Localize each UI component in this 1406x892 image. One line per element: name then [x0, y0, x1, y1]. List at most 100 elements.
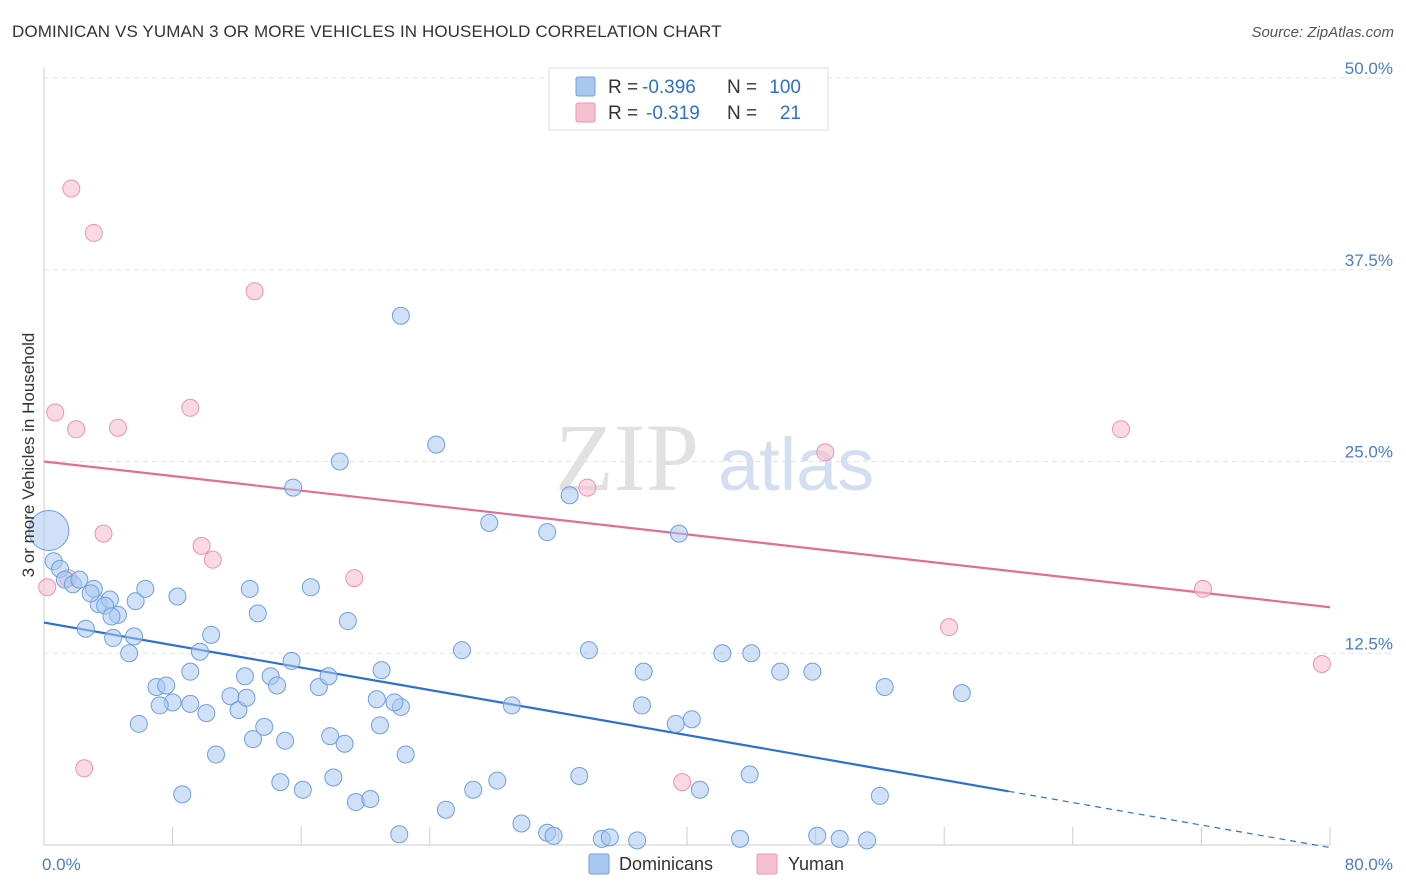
- dominicans-point: [690, 780, 709, 799]
- dominicans-point: [666, 714, 685, 733]
- dominicans-point: [126, 592, 145, 611]
- y-tick-label: 25.0%: [1345, 443, 1393, 462]
- dominicans-point: [452, 641, 471, 660]
- yuman-point: [1194, 579, 1213, 598]
- dominicans-point: [70, 570, 89, 589]
- legend-r-value-1: -0.396: [642, 77, 696, 98]
- legend-swatch-dominicans: [575, 76, 596, 97]
- dominicans-point: [255, 717, 274, 736]
- dominicans-point: [391, 306, 410, 325]
- dominicans-point: [742, 644, 761, 663]
- dominicans-point: [301, 578, 320, 597]
- legend-r-label-2: R =: [608, 103, 638, 124]
- dominicans-point: [361, 789, 380, 808]
- dominicans-point: [512, 814, 531, 833]
- dominicans-point: [390, 825, 409, 844]
- dominicans-point: [858, 831, 877, 850]
- dominicans-point: [235, 667, 254, 686]
- dominicans-point: [628, 831, 647, 850]
- yuman-point: [38, 578, 57, 597]
- dominicans-point: [330, 452, 349, 471]
- dominicans-point: [120, 644, 139, 663]
- data-points: [28, 179, 1331, 850]
- dominicans-point: [237, 688, 256, 707]
- dominicans-point: [502, 696, 521, 715]
- dominicans-point: [173, 785, 192, 804]
- dominicans-point: [632, 696, 651, 715]
- dominicans-point: [284, 478, 303, 497]
- yuman-point: [108, 418, 127, 437]
- dominicans-trend-extension: [1008, 790, 1331, 849]
- dominicans-point: [570, 766, 589, 785]
- dominicans-point: [104, 628, 123, 647]
- x-tick-label: 0.0%: [42, 855, 81, 874]
- dominicans-point: [579, 641, 598, 660]
- legend-n-value-1: 100: [769, 77, 801, 98]
- dominicans-point: [136, 579, 155, 598]
- gridlines: [44, 77, 1390, 654]
- legend-box: R = -0.396 N = 100 R = -0.319 N = 21: [548, 67, 829, 131]
- yuman-point: [46, 403, 65, 422]
- dominicans-point: [385, 693, 404, 712]
- dominicans-point: [282, 651, 301, 670]
- dominicans-point: [480, 513, 499, 532]
- dominicans-point: [740, 765, 759, 784]
- dominicans-point: [321, 727, 340, 746]
- dominicans-point: [669, 524, 688, 543]
- yuman-point: [181, 398, 200, 417]
- chart-source: Source: ZipAtlas.com: [1251, 24, 1394, 41]
- bottom-legend-swatch-yuman: [756, 853, 778, 875]
- dominicans-point: [202, 625, 221, 644]
- yuman-point: [94, 524, 113, 543]
- yuman-point: [1112, 420, 1131, 439]
- yuman-point: [67, 420, 86, 439]
- legend-r-value-2: -0.319: [646, 103, 700, 124]
- dominicans-point: [190, 642, 209, 661]
- bottom-legend: Dominicans Yuman: [588, 853, 844, 875]
- dominicans-point: [771, 662, 790, 681]
- legend-swatch-yuman: [575, 102, 596, 123]
- legend-n-label-2: N =: [727, 103, 757, 124]
- dominicans-point: [102, 607, 121, 626]
- yuman-point: [84, 223, 103, 242]
- dominicans-point: [538, 523, 557, 542]
- dominicans-point: [731, 829, 750, 848]
- dominicans-point: [319, 667, 338, 686]
- dominicans-point: [293, 780, 312, 799]
- yuman-point: [1312, 654, 1331, 673]
- bottom-legend-yuman: Yuman: [788, 854, 844, 874]
- tick-labels: 12.5% 25.0% 37.5% 50.0% 0.0% 80.0%: [42, 59, 1393, 874]
- yuman-point: [62, 179, 81, 198]
- dominicans-point: [324, 768, 343, 787]
- dominicans-point: [338, 612, 357, 631]
- dominicans-point: [600, 828, 619, 847]
- dominicans-point: [436, 800, 455, 819]
- dominicans-point: [372, 661, 391, 680]
- dominicans-point: [488, 771, 507, 790]
- chart-title: DOMINICAN VS YUMAN 3 OR MORE VEHICLES IN…: [12, 22, 722, 41]
- dominicans-point: [370, 716, 389, 735]
- dominicans-point: [830, 829, 849, 848]
- yuman-point: [75, 759, 94, 778]
- dominicans-point: [803, 662, 822, 681]
- dominicans-point: [875, 677, 894, 696]
- y-axis-label: 3 or more Vehicles in Household: [19, 333, 38, 578]
- dominicans-point: [197, 704, 216, 723]
- dominicans-point: [335, 734, 354, 753]
- dominicans-point: [634, 662, 653, 681]
- dominicans-point: [560, 486, 579, 505]
- dominicans-point: [808, 826, 827, 845]
- dominicans-point: [129, 714, 148, 733]
- dominicans-point: [157, 676, 176, 695]
- dominicans-point: [248, 604, 267, 623]
- watermark: ZIP atlas: [555, 404, 874, 511]
- legend-n-label-1: N =: [727, 77, 757, 98]
- bottom-legend-swatch-dominicans: [588, 853, 610, 875]
- y-tick-label: 12.5%: [1345, 634, 1393, 653]
- yuman-point: [345, 569, 364, 588]
- dominicans-point: [181, 694, 200, 713]
- dominicans-point: [243, 730, 262, 749]
- yuman-point: [192, 536, 211, 555]
- dominicans-point: [427, 435, 446, 454]
